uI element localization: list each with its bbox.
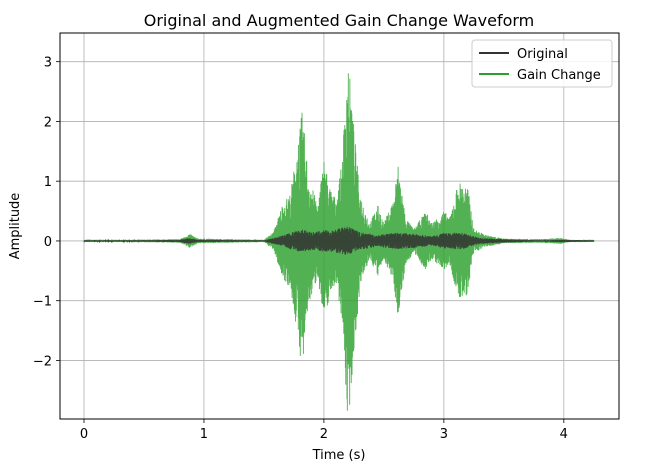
legend-label-original: Original	[517, 47, 568, 62]
y-tick-label: 0	[44, 235, 52, 250]
legend-label-gain-change: Gain Change	[517, 68, 601, 83]
x-axis-label: Time (s)	[312, 448, 366, 463]
y-tick-label: 2	[44, 115, 52, 130]
y-tick-label: 1	[44, 175, 52, 190]
y-axis-label: Amplitude	[8, 193, 23, 260]
x-tick-label: 2	[320, 427, 328, 442]
x-tick-label: 1	[200, 427, 208, 442]
y-tick-label: −1	[33, 295, 52, 310]
x-tick-label: 3	[440, 427, 448, 442]
series-original-line	[83, 226, 595, 255]
legend: Original Gain Change	[471, 39, 613, 88]
legend-box	[471, 39, 613, 88]
axis-ticks: 0 1 2 3 4 −2 −1 0 1 2 3	[33, 56, 568, 442]
y-tick-label: −2	[33, 354, 52, 369]
x-tick-label: 4	[560, 427, 568, 442]
y-tick-label: 3	[44, 56, 52, 71]
series-layer	[83, 73, 595, 411]
plot-frame	[59, 32, 620, 420]
x-tick-label: 0	[80, 427, 88, 442]
chart-title: Original and Augmented Gain Change Wavef…	[144, 11, 535, 30]
